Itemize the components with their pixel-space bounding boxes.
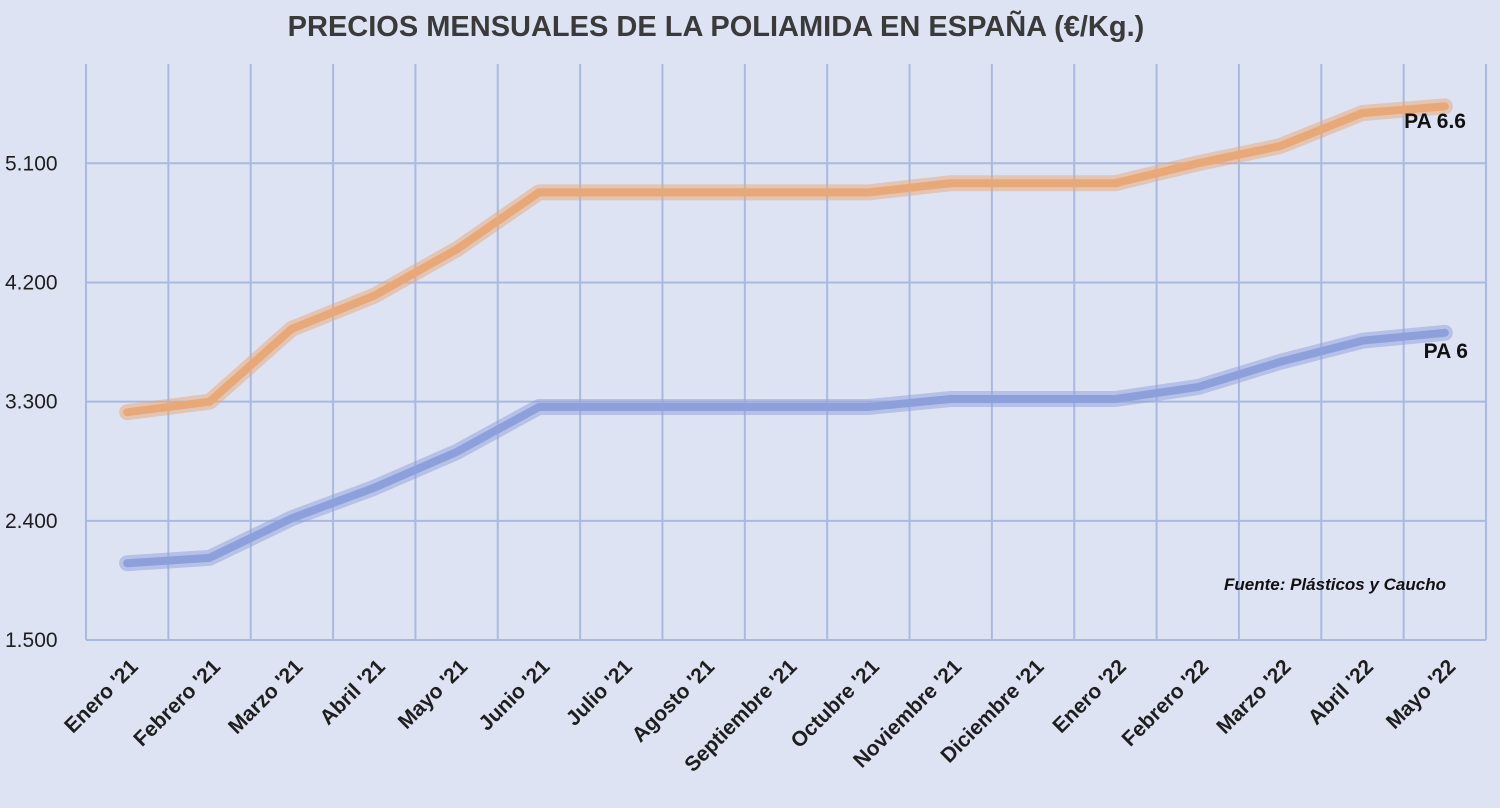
series-label-pa6: PA 6 <box>1424 340 1468 363</box>
data-point-pa6 <box>288 515 295 522</box>
series-glow-pa6 <box>119 324 1453 572</box>
data-point-pa6 <box>453 449 460 455</box>
data-point-pa66 <box>1112 180 1119 187</box>
y-axis-ticks: 1.500 2.400 3.300 4.200 5.100 <box>5 152 58 652</box>
data-point-pa6 <box>1194 384 1201 391</box>
data-point-pa66 <box>1441 103 1448 110</box>
x-tick-label: Enero '21 <box>60 655 143 738</box>
x-tick-label: Julio '21 <box>562 655 637 730</box>
data-point-pa66 <box>206 398 213 405</box>
series-lines <box>119 98 1453 572</box>
gridlines <box>85 64 1487 641</box>
data-point-pa66 <box>453 246 460 253</box>
data-point-pa6 <box>371 484 378 491</box>
data-point-pa66 <box>618 189 625 196</box>
data-point-pa66 <box>783 189 789 196</box>
y-tick-label: 4.200 <box>5 271 58 294</box>
x-tick-label: Mayo '21 <box>394 655 473 734</box>
data-point-pa6 <box>206 554 213 561</box>
data-point-pa6 <box>700 404 707 410</box>
data-point-pa6 <box>865 404 872 410</box>
y-tick-label: 2.400 <box>5 510 58 533</box>
y-tick-label: 3.300 <box>5 391 58 414</box>
data-point-pa6 <box>1112 396 1119 402</box>
data-point-pa66 <box>865 189 872 196</box>
x-tick-label: Mayo '22 <box>1382 655 1460 733</box>
data-point-pa6 <box>1359 337 1366 344</box>
y-tick-label: 5.100 <box>5 152 58 175</box>
data-point-pa6 <box>618 404 625 410</box>
x-tick-label: Febrero '22 <box>1118 655 1214 751</box>
data-point-pa6 <box>783 404 789 410</box>
series-label-pa66: PA 6.6 <box>1404 110 1466 133</box>
source-annotation: Fuente: Plásticos y Caucho <box>1224 575 1446 594</box>
data-point-pa66 <box>1359 110 1366 116</box>
x-tick-label: Abril '22 <box>1304 655 1378 729</box>
data-point-pa66 <box>1030 180 1037 187</box>
data-point-pa66 <box>700 189 707 196</box>
data-point-pa6 <box>124 560 131 567</box>
x-tick-label: Agosto '21 <box>628 655 720 747</box>
chart-title: PRECIOS MENSUALES DE LA POLIAMIDA EN ESP… <box>288 9 1145 43</box>
data-point-pa6 <box>947 396 954 402</box>
data-point-pa66 <box>371 292 378 299</box>
data-point-pa66 <box>535 189 542 196</box>
x-tick-label: Enero '22 <box>1048 655 1131 738</box>
x-tick-label: Febrero '21 <box>129 655 225 751</box>
y-tick-label: 1.500 <box>5 629 58 652</box>
data-point-pa66 <box>1277 143 1284 150</box>
x-tick-label: Abril '21 <box>316 655 390 729</box>
data-point-pa66 <box>124 409 131 416</box>
x-tick-label: Junio '21 <box>474 655 554 735</box>
data-point-pa6 <box>1441 329 1448 336</box>
data-point-pa6 <box>535 404 542 410</box>
data-point-pa66 <box>947 180 954 187</box>
x-tick-label: Marzo '22 <box>1212 655 1295 738</box>
data-point-pa66 <box>288 325 295 332</box>
x-tick-label: Marzo '21 <box>224 655 308 739</box>
data-point-pa6 <box>1277 358 1284 365</box>
data-point-pa66 <box>1194 160 1201 167</box>
data-point-pa6 <box>1030 396 1037 402</box>
